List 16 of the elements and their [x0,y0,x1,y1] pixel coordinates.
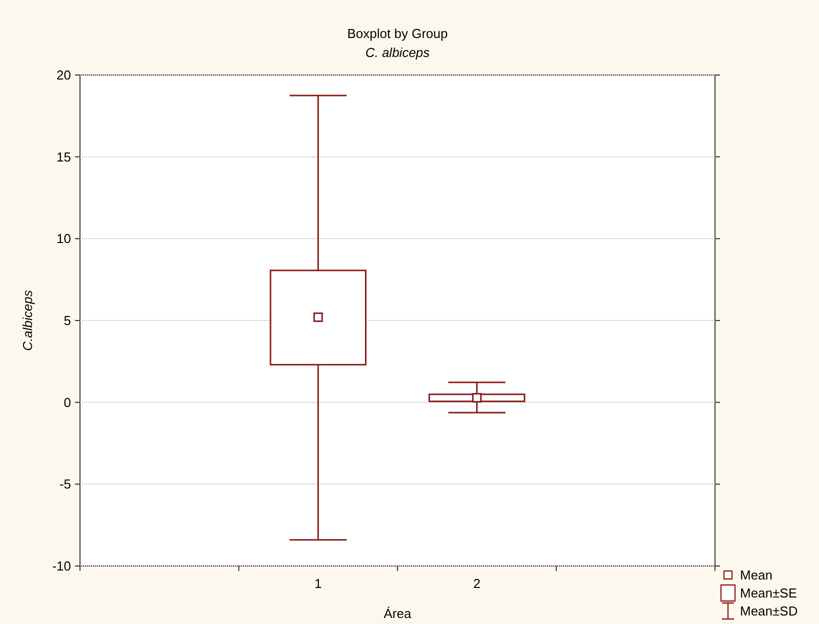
chart-subtitle: C. albiceps [365,45,430,60]
y-axis-title: C.albiceps [20,290,35,351]
y-tick-label: 10 [56,231,71,246]
y-tick-label: 15 [56,149,71,164]
y-tick-label: 5 [64,313,71,328]
x-tick-label: 2 [473,576,480,591]
y-tick-label: 20 [56,68,71,83]
text: Mean±SE [740,586,798,601]
text: Mean±SD [740,604,798,619]
x-tick-label: 1 [314,576,322,591]
y-tick-label: 0 [64,394,71,410]
x-axis-title: Área [384,606,412,621]
text: Mean [740,568,773,583]
y-tick-label: -5 [59,476,71,492]
chart-title: Boxplot by Group [347,26,448,41]
y-tick-label: -10 [52,558,71,574]
